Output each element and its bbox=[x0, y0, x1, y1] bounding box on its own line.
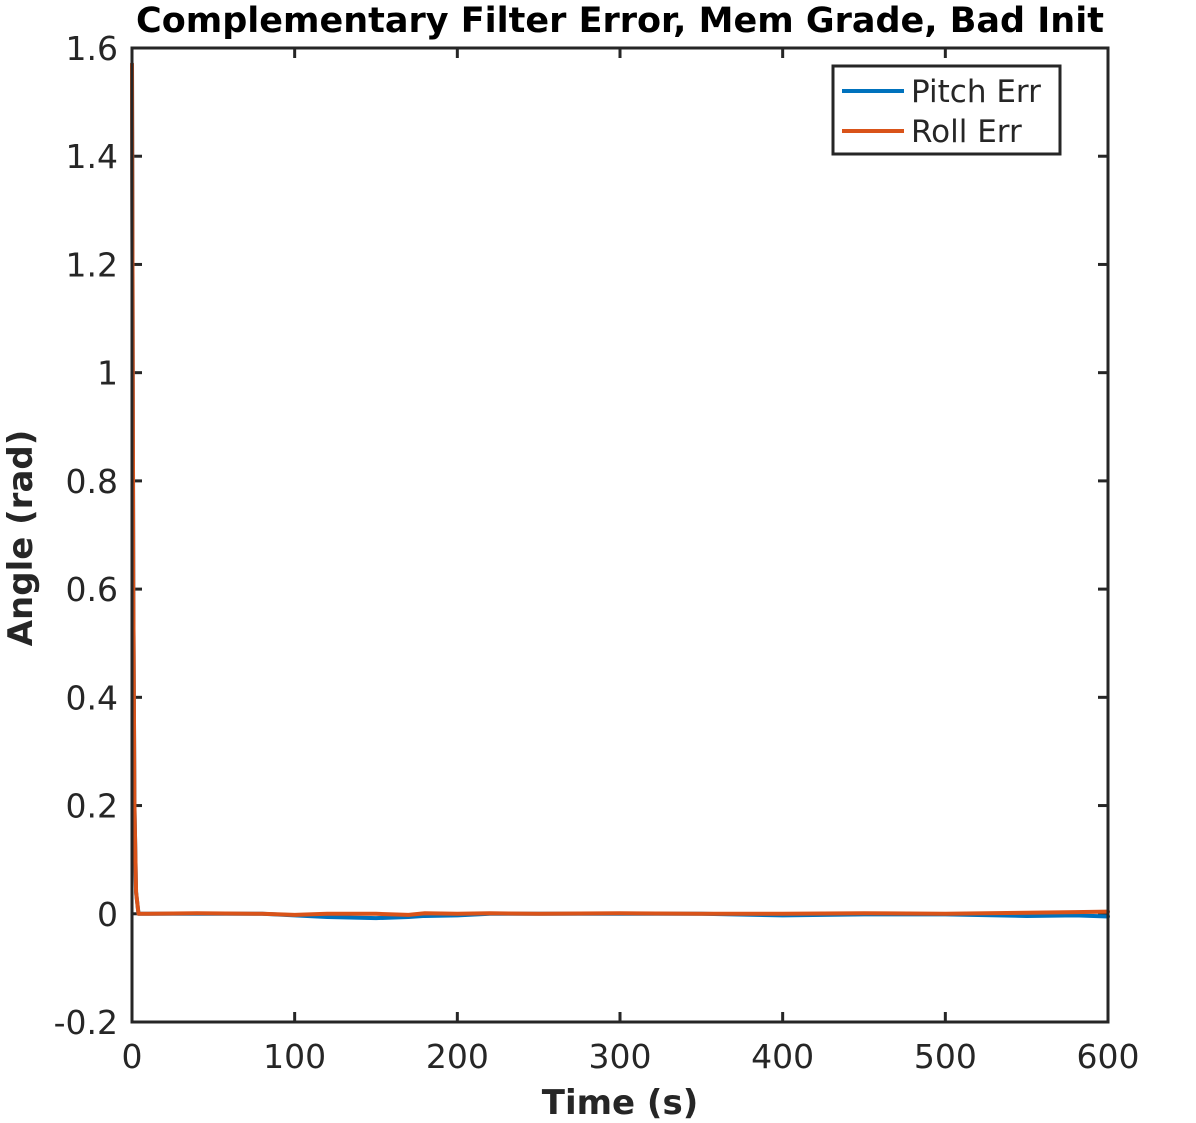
x-tick-label: 100 bbox=[263, 1037, 326, 1076]
axes-box bbox=[130, 46, 1110, 1024]
plot-background bbox=[132, 48, 1108, 1022]
y-tick-label: 0.4 bbox=[66, 678, 118, 717]
y-tick-label: 1.4 bbox=[66, 137, 118, 176]
chart-title: Complementary Filter Error, Mem Grade, B… bbox=[136, 1, 1104, 41]
legend: Pitch Err Roll Err bbox=[831, 64, 1062, 156]
x-tick-label: 0 bbox=[122, 1037, 143, 1076]
x-tick-label: 400 bbox=[751, 1037, 814, 1076]
x-tick-label: 200 bbox=[426, 1037, 489, 1076]
x-tick-label: 300 bbox=[589, 1037, 652, 1076]
legend-box bbox=[831, 64, 1062, 156]
y-tick-label: -0.2 bbox=[54, 1003, 118, 1042]
y-tick-label: 0.8 bbox=[66, 462, 118, 501]
x-tick-label: 500 bbox=[914, 1037, 977, 1076]
plot-area: 0 100 200 300 400 500 600-0.200.20.40.60.811.2… bbox=[54, 29, 1140, 1076]
y-tick-label: 1 bbox=[97, 354, 118, 393]
x-axis-label: Time (s) bbox=[542, 1083, 699, 1123]
y-tick-label: 1.6 bbox=[66, 29, 118, 68]
legend-label: Pitch Err bbox=[911, 74, 1041, 110]
y-tick-label: 0.2 bbox=[66, 787, 118, 826]
series-line-roll-err bbox=[130, 62, 1110, 917]
x-tick-label: 600 bbox=[1077, 1037, 1140, 1076]
y-tick-label: 0 bbox=[97, 895, 118, 934]
y-tick-label: 0.6 bbox=[66, 570, 118, 609]
legend-label: Roll Err bbox=[911, 114, 1022, 150]
y-axis-label: Angle (rad) bbox=[1, 430, 41, 647]
y-tick-label: 1.2 bbox=[66, 245, 118, 284]
